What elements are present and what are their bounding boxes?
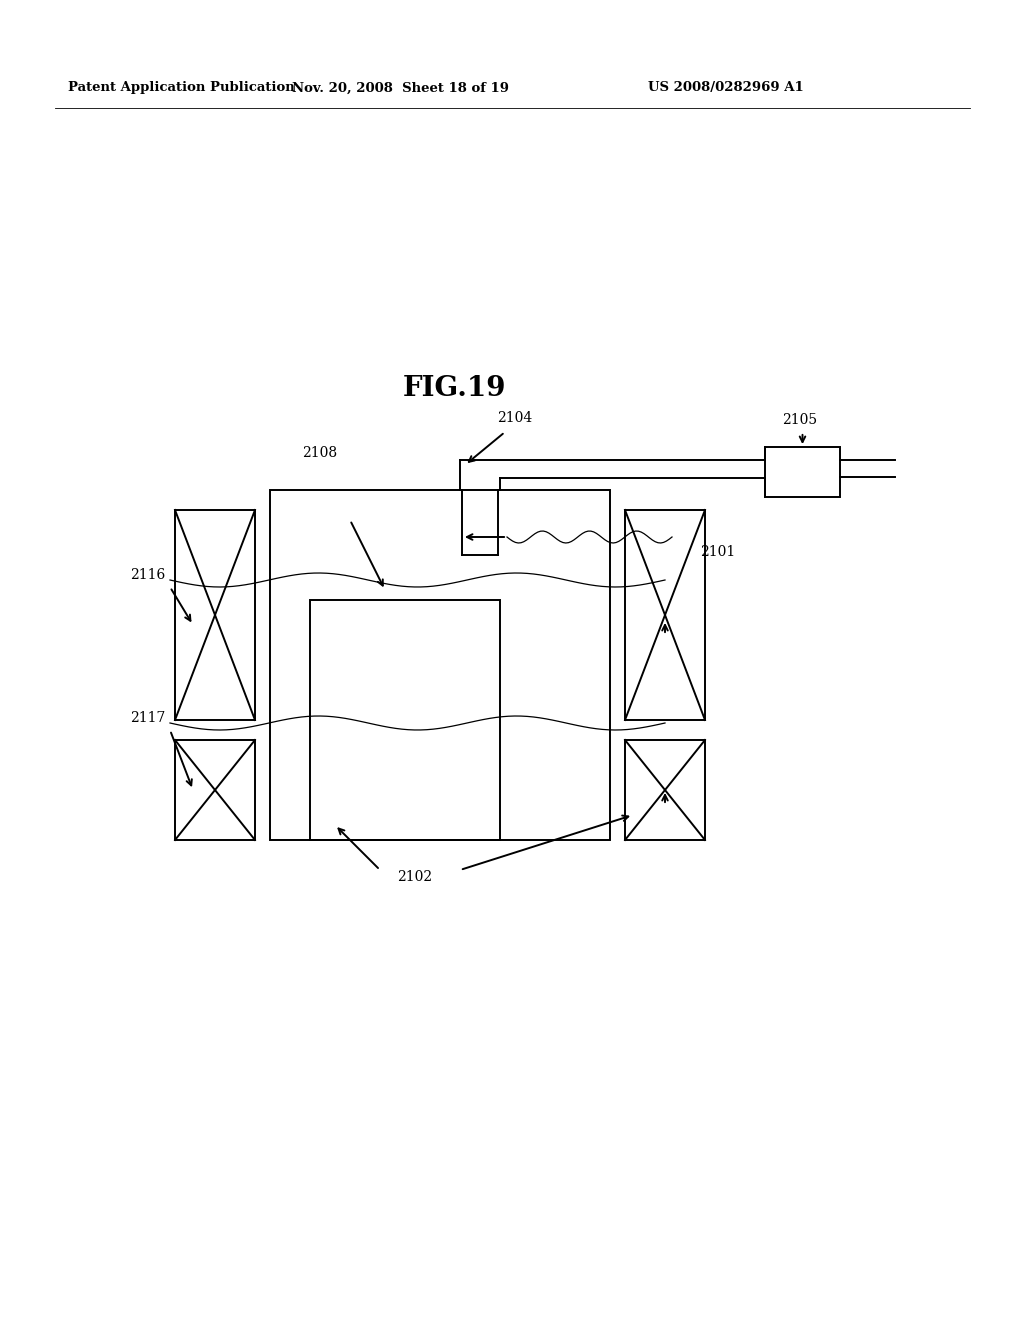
Bar bbox=[175, 741, 255, 840]
Bar bbox=[625, 510, 705, 719]
Bar bbox=[625, 741, 705, 840]
Text: Nov. 20, 2008  Sheet 18 of 19: Nov. 20, 2008 Sheet 18 of 19 bbox=[292, 82, 509, 95]
Text: 2116: 2116 bbox=[130, 568, 165, 582]
Text: FIG.19: FIG.19 bbox=[403, 375, 507, 401]
Bar bbox=[175, 510, 255, 719]
Bar bbox=[765, 447, 840, 498]
Text: 2101: 2101 bbox=[700, 545, 735, 558]
Text: 2102: 2102 bbox=[397, 870, 432, 884]
Text: US 2008/0282969 A1: US 2008/0282969 A1 bbox=[648, 82, 804, 95]
Text: 2108: 2108 bbox=[302, 446, 338, 459]
Bar bbox=[270, 490, 610, 840]
Text: 2117: 2117 bbox=[130, 711, 165, 725]
Bar bbox=[310, 601, 500, 840]
Text: Patent Application Publication: Patent Application Publication bbox=[68, 82, 295, 95]
Text: 2104: 2104 bbox=[498, 411, 532, 425]
Text: 2105: 2105 bbox=[782, 413, 817, 426]
